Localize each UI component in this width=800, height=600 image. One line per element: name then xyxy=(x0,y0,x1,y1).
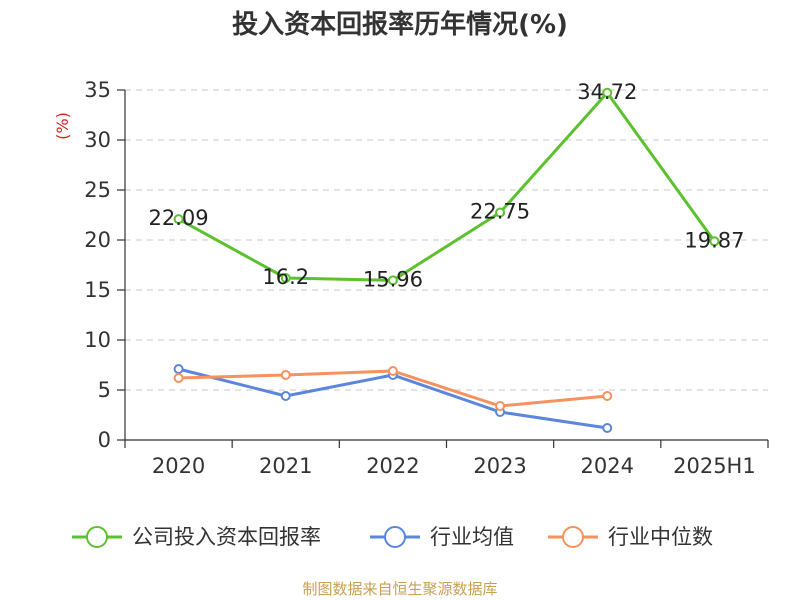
chart-title: 投入资本回报率历年情况(%) xyxy=(232,10,568,40)
series-line xyxy=(177,91,716,282)
y-tick-label: 0 xyxy=(98,428,111,452)
legend-swatch-marker xyxy=(86,526,108,548)
data-label: 34.72 xyxy=(577,80,637,104)
data-point xyxy=(173,364,184,374)
legend-item[interactable]: 公司投入资本回报率 xyxy=(72,525,321,549)
data-point xyxy=(280,370,291,380)
data-point xyxy=(495,207,506,218)
x-tick-label: 2021 xyxy=(259,454,312,478)
legend-item[interactable]: 行业中位数 xyxy=(548,525,713,549)
gridlines xyxy=(125,89,768,391)
legend-label: 公司投入资本回报率 xyxy=(132,525,321,549)
data-point xyxy=(387,275,398,286)
legend-swatch-marker xyxy=(562,526,584,548)
legend-swatch-marker xyxy=(384,526,406,548)
data-label: 15.96 xyxy=(363,267,423,291)
x-tick-label: 2022 xyxy=(366,454,419,478)
legend-label: 行业均值 xyxy=(430,525,514,549)
data-label: 16.2 xyxy=(262,265,309,289)
y-tick-label: 10 xyxy=(84,328,111,352)
data-point xyxy=(173,214,184,225)
y-tick-label: 20 xyxy=(84,228,111,252)
data-point xyxy=(495,401,506,411)
data-point xyxy=(280,273,291,283)
x-tick-label: 2020 xyxy=(152,454,205,478)
y-tick-label: 35 xyxy=(84,78,111,102)
data-label: 22.75 xyxy=(470,200,530,224)
data-point xyxy=(602,391,613,401)
legend-item[interactable]: 行业均值 xyxy=(370,525,514,549)
data-point xyxy=(280,391,291,401)
data-point xyxy=(602,87,613,98)
data-labels: 22.09 16.2 15.96 22.75 34.72 19.87 xyxy=(149,80,745,292)
x-tick-label: 2024 xyxy=(581,454,634,478)
legend-label: 行业中位数 xyxy=(608,525,713,549)
source-note: 制图数据来自恒生聚源数据库 xyxy=(302,580,497,598)
data-label: 19.87 xyxy=(684,228,744,252)
y-tick-label: 25 xyxy=(84,178,111,202)
y-tick-label: 15 xyxy=(84,278,111,302)
data-point xyxy=(173,373,184,383)
data-label: 22.09 xyxy=(149,206,209,230)
axes: 0 5 10 15 20 25 30 35 2020 2021 2022 2023 2024 2025H1 xyxy=(84,78,769,478)
x-tick-label: 2023 xyxy=(473,454,526,478)
data-point xyxy=(602,423,613,433)
data-point xyxy=(387,366,398,376)
y-tick-label: 30 xyxy=(84,128,111,152)
data-point xyxy=(709,236,720,247)
y-tick-label: 5 xyxy=(98,378,111,402)
x-tick-label: 2025H1 xyxy=(673,454,756,478)
y-axis-unit-label: (%) xyxy=(53,112,72,140)
legend[interactable]: 公司投入资本回报率 行业均值 行业中位数 xyxy=(72,525,713,549)
series-lines xyxy=(173,87,720,433)
